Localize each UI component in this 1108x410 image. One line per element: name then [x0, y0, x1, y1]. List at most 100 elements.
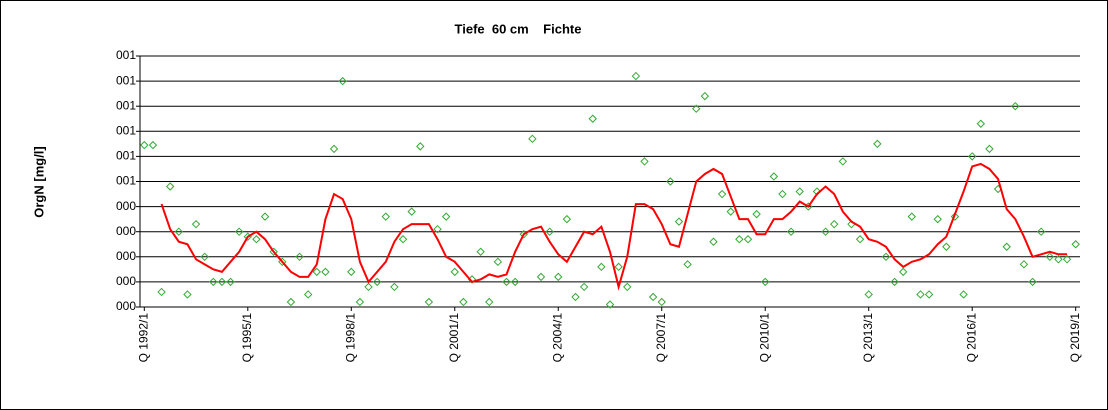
- y-tick-label: 000: [116, 299, 136, 313]
- data-point: [252, 235, 261, 244]
- data-point: [407, 207, 416, 216]
- data-point: [959, 290, 968, 299]
- data-point: [347, 267, 356, 277]
- data-point: [493, 257, 503, 267]
- y-tick-label: 000: [116, 199, 136, 213]
- x-tick-label: Q 2007/1: [654, 313, 668, 363]
- y-tick-label: 001: [116, 149, 136, 163]
- data-point: [778, 189, 787, 199]
- data-point: [157, 287, 166, 297]
- data-point: [433, 224, 442, 234]
- data-point: [700, 91, 710, 101]
- data-point: [881, 252, 891, 262]
- data-line: [160, 162, 1068, 291]
- data-point: [640, 157, 649, 166]
- data-point: [416, 142, 425, 151]
- data-point: [717, 189, 727, 199]
- data-point: [295, 252, 304, 262]
- x-tick-label: Q 1995/1: [240, 313, 254, 363]
- data-point: [769, 172, 779, 181]
- data-point: [942, 242, 951, 251]
- x-tick-label: Q 2001/1: [447, 313, 461, 363]
- data-point: [795, 187, 804, 196]
- data-point: [735, 235, 744, 244]
- data-point: [907, 212, 917, 221]
- data-point: [657, 297, 666, 307]
- data-point: [933, 214, 942, 224]
- y-tick-label: 001: [116, 73, 136, 87]
- chart-title: Tiefe 60 cm Fichte: [455, 21, 582, 36]
- data-point: [278, 257, 287, 267]
- y-tick-label: 001: [116, 98, 136, 112]
- y-tick-label: 000: [116, 274, 136, 288]
- data-point: [890, 277, 899, 287]
- data-point: [709, 237, 718, 246]
- y-tick-label: 001: [116, 48, 136, 62]
- x-tick-label: Q 2004/1: [550, 313, 564, 363]
- data-point: [372, 277, 382, 287]
- data-point: [830, 219, 839, 229]
- data-point: [761, 277, 770, 287]
- data-point: [985, 144, 994, 154]
- data-point: [450, 267, 459, 277]
- y-axis-label: OrgN [mg/l]: [31, 146, 46, 218]
- x-tick-label: Q 2010/1: [757, 313, 771, 363]
- data-point: [226, 277, 235, 287]
- data-point: [692, 104, 701, 113]
- y-tick-label: 001: [116, 174, 136, 188]
- data-point: [873, 139, 882, 149]
- data-point: [260, 212, 270, 221]
- data-point: [1011, 101, 1020, 111]
- data-point: [588, 114, 597, 123]
- data-point: [502, 277, 511, 287]
- data-point: [916, 290, 925, 299]
- data-point: [183, 290, 192, 299]
- data-point: [683, 260, 692, 269]
- data-point: [528, 134, 537, 144]
- data-point: [924, 290, 934, 299]
- x-tick-label: Q 2019/1: [1068, 313, 1082, 363]
- data-point: [579, 282, 589, 292]
- data-point: [1054, 255, 1063, 264]
- data-point: [648, 292, 658, 302]
- data-point: [174, 227, 184, 236]
- y-tick-label: 000: [116, 249, 136, 263]
- data-point: [786, 227, 796, 236]
- data-point: [510, 277, 520, 287]
- data-point: [329, 144, 339, 154]
- data-point: [726, 207, 735, 216]
- data-point: [554, 272, 563, 282]
- data-point: [536, 272, 546, 282]
- x-tick-label: Q 2016/1: [964, 313, 978, 363]
- data-point: [148, 140, 158, 150]
- data-point: [855, 235, 865, 244]
- data-point: [562, 214, 572, 224]
- data-point: [597, 262, 606, 272]
- data-point: [485, 297, 494, 307]
- data-point: [459, 297, 468, 307]
- x-tick-label: Q 1998/1: [343, 313, 357, 363]
- x-tick-label: Q 2013/1: [861, 313, 875, 363]
- data-point: [623, 282, 632, 292]
- data-point: [605, 300, 615, 309]
- data-point: [476, 247, 485, 256]
- data-point: [976, 119, 986, 128]
- data-point: [1019, 260, 1029, 269]
- data-point: [381, 212, 390, 221]
- data-point: [967, 152, 977, 161]
- data-point: [571, 292, 580, 302]
- data-point: [321, 267, 330, 277]
- data-point: [864, 290, 873, 299]
- data-point: [1071, 240, 1080, 249]
- data-point: [312, 267, 321, 277]
- data-point: [899, 267, 908, 277]
- data-point: [1062, 255, 1072, 264]
- data-point: [674, 217, 684, 226]
- data-point: [355, 297, 365, 307]
- data-point: [666, 177, 675, 186]
- data-point: [364, 282, 373, 292]
- data-point: [743, 235, 753, 244]
- data-point: [234, 227, 244, 236]
